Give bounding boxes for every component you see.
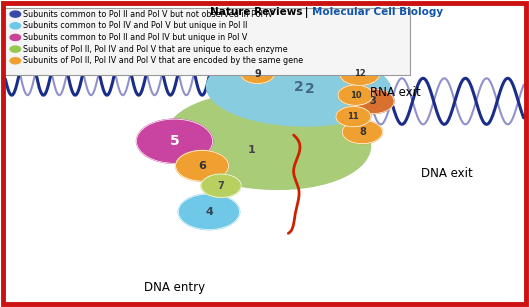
Ellipse shape (342, 120, 382, 144)
Circle shape (10, 34, 21, 41)
Text: 2: 2 (294, 80, 304, 95)
Text: Molecular Cell Biology: Molecular Cell Biology (312, 7, 443, 17)
Text: RNA exit: RNA exit (370, 86, 421, 99)
Ellipse shape (166, 93, 370, 189)
Text: Nature Reviews |: Nature Reviews | (210, 7, 312, 18)
Text: 1: 1 (248, 146, 255, 155)
Text: Subunits common to Pol II and Pol V but not observed in Pol IV: Subunits common to Pol II and Pol V but … (23, 10, 273, 19)
Ellipse shape (176, 150, 229, 181)
Text: 6: 6 (198, 161, 206, 171)
Text: Subunits common to Pol IV and Pol V but unique in Pol II: Subunits common to Pol IV and Pol V but … (23, 21, 248, 30)
Text: 10: 10 (350, 91, 361, 100)
Ellipse shape (336, 107, 371, 127)
FancyBboxPatch shape (3, 8, 410, 75)
Ellipse shape (136, 119, 213, 163)
Text: 9: 9 (254, 69, 261, 79)
Circle shape (10, 46, 21, 52)
Text: Subunits common to Pol II and Pol IV but unique in Pol V: Subunits common to Pol II and Pol IV but… (23, 33, 248, 42)
Text: 3: 3 (370, 96, 376, 106)
Text: 5: 5 (170, 134, 179, 148)
Text: 11: 11 (348, 112, 359, 121)
Ellipse shape (352, 89, 394, 114)
Circle shape (10, 58, 21, 64)
Ellipse shape (206, 52, 391, 126)
Text: 4: 4 (205, 207, 213, 217)
Text: 2: 2 (305, 82, 314, 96)
Text: DNA exit: DNA exit (421, 167, 472, 180)
Ellipse shape (201, 174, 241, 197)
Text: 8: 8 (359, 127, 366, 137)
Text: Subunits of Pol II, Pol IV and Pol V that are unique to each enzyme: Subunits of Pol II, Pol IV and Pol V tha… (23, 45, 288, 54)
Text: 7: 7 (218, 181, 224, 191)
Text: Subunits of Pol II, Pol IV and Pol V that are encoded by the same gene: Subunits of Pol II, Pol IV and Pol V tha… (23, 56, 304, 65)
Text: 12: 12 (354, 69, 366, 78)
Circle shape (10, 11, 21, 17)
Ellipse shape (241, 64, 275, 84)
Ellipse shape (338, 85, 373, 105)
Text: DNA entry: DNA entry (144, 281, 205, 293)
Ellipse shape (340, 62, 380, 85)
Circle shape (10, 23, 21, 29)
Ellipse shape (178, 194, 240, 230)
